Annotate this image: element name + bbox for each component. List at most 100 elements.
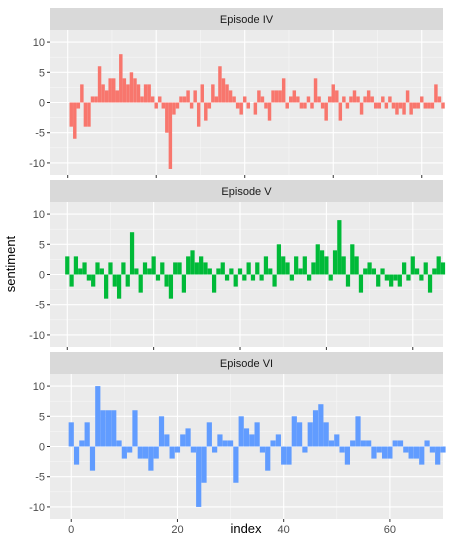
bar xyxy=(73,446,80,465)
bar xyxy=(355,416,361,447)
bar xyxy=(397,440,404,447)
bar xyxy=(179,96,183,103)
bar xyxy=(196,102,201,127)
bar xyxy=(370,96,374,103)
bar xyxy=(116,440,122,447)
bar xyxy=(384,102,389,109)
bar xyxy=(276,244,281,275)
bar xyxy=(323,422,329,447)
bar xyxy=(392,440,398,447)
bar xyxy=(243,428,250,447)
bar xyxy=(214,96,219,103)
bar xyxy=(65,256,70,275)
bar xyxy=(154,102,158,109)
bar xyxy=(281,78,286,103)
bar xyxy=(255,262,260,275)
bar xyxy=(373,102,378,109)
bar xyxy=(403,446,409,453)
bar xyxy=(99,268,104,275)
bar xyxy=(297,422,303,447)
bar xyxy=(190,250,195,275)
bar xyxy=(158,96,162,103)
bar xyxy=(332,250,338,275)
bar xyxy=(441,102,445,109)
bar xyxy=(220,262,225,275)
bar xyxy=(250,274,256,281)
bar xyxy=(142,446,149,459)
bar xyxy=(307,274,312,281)
bar xyxy=(189,102,194,109)
bar xyxy=(127,446,133,453)
bar xyxy=(414,268,420,275)
bar xyxy=(136,84,141,103)
x-tick-label: 40 xyxy=(278,524,290,536)
bar xyxy=(164,274,169,287)
bar xyxy=(402,262,407,275)
bar xyxy=(416,102,420,109)
bar xyxy=(161,102,166,109)
bar xyxy=(80,84,84,103)
bar xyxy=(222,440,228,447)
bar xyxy=(160,262,165,275)
bar xyxy=(95,386,101,447)
bar xyxy=(235,102,240,109)
bar xyxy=(229,268,234,275)
bar xyxy=(69,274,74,287)
bar xyxy=(298,268,303,275)
bar xyxy=(232,96,236,103)
bar xyxy=(97,66,102,103)
y-tick-label: 0 xyxy=(39,270,45,282)
bar xyxy=(320,102,325,109)
bar xyxy=(129,232,135,275)
bar xyxy=(324,102,328,121)
bar xyxy=(278,90,282,103)
bar xyxy=(391,102,396,109)
bar xyxy=(121,262,126,275)
panel-2: Episode V-10-50510020406080 xyxy=(29,180,446,364)
y-tick-label: 10 xyxy=(33,209,45,221)
bar xyxy=(272,274,277,287)
bar xyxy=(318,404,324,447)
bar xyxy=(313,78,318,103)
x-tick-label: 20 xyxy=(171,524,183,536)
bar xyxy=(104,274,109,299)
bar xyxy=(207,102,212,109)
bar xyxy=(350,440,356,447)
y-tick-label: 10 xyxy=(33,381,45,393)
bar xyxy=(204,102,208,121)
bar xyxy=(413,446,420,459)
bar xyxy=(129,72,134,103)
bar xyxy=(225,84,229,103)
bar xyxy=(371,446,377,459)
bar xyxy=(116,274,122,299)
bar xyxy=(217,434,223,447)
bar xyxy=(356,96,360,103)
bar xyxy=(429,446,435,453)
bar xyxy=(281,446,287,465)
bar xyxy=(175,102,180,109)
bar xyxy=(182,96,187,103)
bar xyxy=(121,446,127,459)
bar xyxy=(367,262,372,275)
bar xyxy=(358,274,364,293)
bar xyxy=(94,96,98,103)
bar xyxy=(263,256,269,275)
y-tick-label: -10 xyxy=(29,502,45,514)
bar xyxy=(186,256,191,275)
bar xyxy=(115,90,120,103)
bar xyxy=(108,78,112,103)
bar xyxy=(423,262,428,275)
bar xyxy=(95,262,100,275)
bar xyxy=(307,422,313,447)
bar xyxy=(137,446,143,459)
bar xyxy=(259,274,264,281)
bar xyxy=(395,102,399,115)
bar xyxy=(190,446,196,453)
bar xyxy=(148,446,154,471)
bar xyxy=(275,434,281,447)
bar xyxy=(132,410,138,447)
bar xyxy=(90,96,95,103)
bar xyxy=(384,274,389,281)
bar xyxy=(173,262,178,275)
